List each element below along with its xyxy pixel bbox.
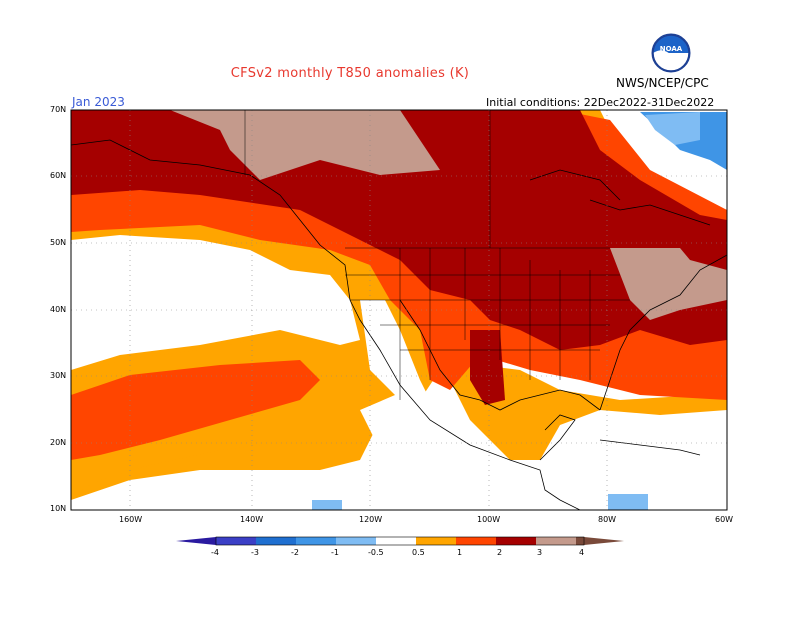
svg-text:NOAA: NOAA — [660, 45, 683, 53]
anomaly-area-brown-alaska — [170, 110, 440, 180]
lon-label: 60W — [715, 515, 734, 524]
anomaly-band-darkred — [71, 110, 727, 350]
colorbar-swatch-neg4-neg3 — [216, 537, 256, 545]
anomaly-area-brown-northeast — [610, 248, 727, 320]
lat-label: 50N — [50, 238, 67, 247]
graticule — [71, 110, 727, 510]
colorbar-arrow-high — [584, 537, 624, 545]
anomaly-area-lightblue-atlantic — [608, 494, 648, 510]
colorbar-tick-label: -4 — [211, 548, 219, 557]
colorbar-tick-label: -1 — [331, 548, 339, 557]
map-title: CFSv2 monthly T850 anomalies (K) — [230, 66, 470, 81]
colorbar — [176, 536, 624, 546]
lat-label: 20N — [50, 438, 67, 447]
colorbar-swatch-05-1 — [416, 537, 456, 545]
lat-label: 10N — [50, 504, 67, 513]
political-borders — [244, 110, 630, 400]
lon-label: 80W — [598, 515, 617, 524]
noaa-logo: NOAA — [651, 33, 691, 73]
colorbar-swatch-3-4 — [536, 537, 576, 545]
colorbar-tick-label: 1 — [457, 548, 463, 557]
lon-label: 160W — [119, 515, 143, 524]
colorbar-arrow-low — [176, 537, 216, 545]
map-frame — [70, 109, 728, 511]
lon-label: 100W — [477, 515, 501, 524]
colorbar-tick-label: 3 — [537, 548, 543, 557]
anomaly-area-lightblue-greenland — [645, 112, 700, 145]
coastlines — [71, 139, 727, 510]
colorbar-swatch-2-3 — [496, 537, 536, 545]
colorbar-tick-label: 4 — [579, 548, 585, 557]
colorbar-swatch-1-2 — [456, 537, 496, 545]
initial-conditions: Initial conditions: 22Dec2022-31Dec2022 — [486, 96, 715, 109]
colorbar-tick-label: -2 — [291, 548, 299, 557]
forecast-month: Jan 2023 — [72, 95, 125, 109]
anomaly-area-darkred-texas — [470, 330, 505, 405]
colorbar-swatch-neg2-neg1 — [296, 537, 336, 545]
neutral-area-pacific — [71, 235, 360, 370]
lat-label: 30N — [50, 371, 67, 380]
colorbar-swatch-neutral — [376, 537, 416, 545]
neutral-area-caribbean — [560, 420, 727, 510]
colorbar-tick-label: -3 — [251, 548, 259, 557]
lat-label: 60N — [50, 171, 67, 180]
colorbar-tick-label: 2 — [497, 548, 503, 557]
colorbar-swatch-neg1-neg05 — [336, 537, 376, 545]
colorbar-swatch-gt4 — [576, 537, 584, 545]
colorbar-tick-label: -0.5 — [368, 548, 384, 557]
neutral-area-southwest — [360, 300, 560, 510]
colorbar-swatch-neg3-neg2 — [256, 537, 296, 545]
lat-label: 70N — [50, 105, 67, 114]
lon-label: 140W — [240, 515, 264, 524]
colorbar-tick-label: 0.5 — [412, 548, 425, 557]
agency-label: NWS/NCEP/CPC — [616, 76, 709, 90]
anomaly-band-orange-gulf — [440, 360, 727, 460]
anomaly-area-lightblue-pacific — [312, 500, 342, 510]
lat-label: 40N — [50, 305, 67, 314]
anomaly-band-red-pacific — [71, 360, 320, 460]
lon-label: 120W — [359, 515, 383, 524]
